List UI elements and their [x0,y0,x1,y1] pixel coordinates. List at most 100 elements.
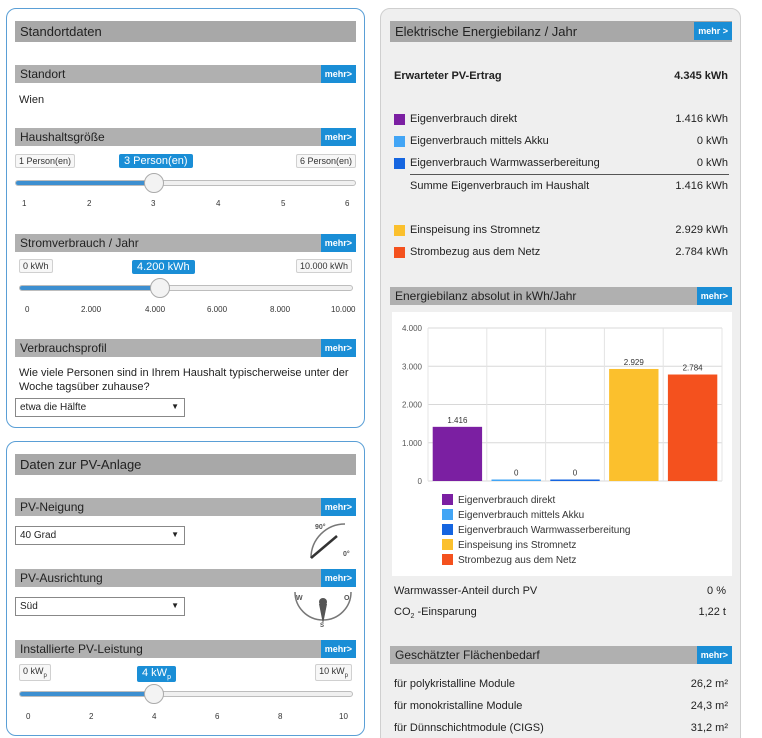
haushalt-tick: 6 [345,199,350,208]
neigung-mehr-button[interactable]: mehr> [320,498,356,516]
flaeche-mehr-button[interactable]: mehr> [696,646,732,664]
legend-label: Eigenverbrauch direkt [458,495,555,506]
leistung-min-label: 0 kWp [19,664,51,681]
bar [432,426,483,481]
compass-w-label: W [296,595,303,602]
eigen-direkt-value: 1.416 kWh [675,113,728,125]
strom-tick: 10.000 [331,305,356,314]
strom-tick: 2.000 [81,305,102,314]
leistung-tick: 10 [339,712,348,721]
haushalt-tick: 1 [22,199,27,208]
neigung-label: PV-Neigung [20,500,85,514]
co2-value: 1,22 t [698,606,726,618]
leistung-slider-track[interactable] [19,691,353,697]
flaeche-cigs-value: 31,2 m² [690,722,728,734]
compass-s-label: S [320,623,324,628]
legend-swatch [442,494,453,505]
ausrichtung-select-value: Süd [20,601,38,612]
energiebilanz-chart: 0 1.000 2.000 3.000 4.000 1.416 0 0 2.929 2.784 Ei… [392,312,732,576]
energiebilanz-chart-svg: 0 1.000 2.000 3.000 4.000 1.416 0 0 2.929 2.784 Ei… [402,324,723,566]
flaeche-mono-label: für monokristalline Module [394,700,523,712]
haushalt-mehr-button[interactable]: mehr> [320,128,356,146]
leistung-header: Installierte PV-Leistung mehr> [15,640,356,658]
leistung-tick: 6 [215,712,220,721]
flaeche-cigs-label: für Dünnschichtmodule (CIGS) [394,722,544,734]
compass-icon: W O S [294,591,352,628]
standort-mehr-button[interactable]: mehr> [320,65,356,83]
strom-slider-track[interactable] [19,285,353,291]
bilanz-title: Elektrische Energiebilanz / Jahr mehr > [390,21,732,42]
strom-tick: 6.000 [207,305,228,314]
y-tick-label: 1.000 [402,439,423,448]
profil-header: Verbrauchsprofil mehr> [15,339,356,357]
summe-divider [410,174,729,175]
leistung-tick: 2 [89,712,94,721]
standortdaten-title: Standortdaten [15,21,356,42]
haushalt-tick: 5 [281,199,286,208]
leistung-tick: 0 [26,712,31,721]
compass-o-label: O [344,595,350,602]
chart-mehr-button[interactable]: mehr> [696,287,732,305]
bar [491,479,541,481]
co2-label: CO2 -Einsparung [394,606,477,621]
strom-tick: 4.000 [145,305,166,314]
strom-header: Stromverbrauch / Jahr mehr> [15,234,356,252]
haushalt-tick: 4 [216,199,221,208]
eigen-akku-label: Eigenverbrauch mittels Akku [410,135,549,147]
neigung-select-value: 40 Grad [20,530,57,541]
neigung-select[interactable]: 40 Grad ▼ [15,526,185,545]
summe-value: 1.416 kWh [675,180,728,192]
strom-max-label: 10.000 kWh [295,259,352,273]
eigen-direkt-label: Eigenverbrauch direkt [410,113,518,125]
legend-label: Strombezug aus dem Netz [458,555,576,566]
warmwasser-anteil-value: 0 % [707,585,726,597]
eigen-warmwasser-label: Eigenverbrauch Warmwasserbereitung [410,157,600,169]
strom-slider-handle[interactable] [150,278,170,298]
warmwasser-anteil-label: Warmwasser-Anteil durch PV [394,585,538,597]
profil-select[interactable]: etwa die Hälfte ▼ [15,398,185,417]
leistung-mehr-button[interactable]: mehr> [320,640,356,658]
profil-mehr-button[interactable]: mehr> [320,339,356,357]
chart-header: Energiebilanz absolut in kWh/Jahr mehr> [390,287,732,305]
standortdaten-panel: Standortdaten Standort mehr> Wien Hausha… [6,8,365,428]
ertrag-label: Erwarteter PV-Ertrag [394,70,502,82]
leistung-label: Installierte PV-Leistung [20,642,143,656]
strom-min-label: 0 kWh [19,259,53,273]
legend-swatch-strombezug [394,247,405,258]
strom-current-value: 4.200 kWh [132,260,195,274]
haushalt-slider-handle[interactable] [144,173,164,193]
haushalt-slider-fill [16,181,152,185]
profil-question-line1: Wie viele Personen sind in Ihrem Haushal… [19,367,349,379]
leistung-current-value: 4 kWp [137,666,176,683]
legend-label: Einspeisung ins Stromnetz [458,540,576,551]
neigung-header: PV-Neigung mehr> [15,498,356,516]
ausrichtung-select[interactable]: Süd ▼ [15,597,185,616]
ausrichtung-mehr-button[interactable]: mehr> [320,569,356,587]
tilt-angle-icon: 90° 0° [310,523,350,559]
y-tick-label: 4.000 [402,324,423,333]
standort-header: Standort mehr> [15,65,356,83]
legend-swatch [442,554,453,565]
chevron-down-icon: ▼ [171,402,179,411]
leistung-slider-handle[interactable] [144,684,164,704]
strom-mehr-button[interactable]: mehr> [320,234,356,252]
haushalt-label: Haushaltsgröße [20,130,105,144]
haushalt-tick: 3 [151,199,156,208]
flaeche-header: Geschätzter Flächenbedarf mehr> [390,646,732,664]
legend-label: Eigenverbrauch Warmwasserbereitung [458,525,631,536]
profil-label: Verbrauchsprofil [20,341,107,355]
strombezug-value: 2.784 kWh [675,246,728,258]
flaeche-mono-value: 24,3 m² [690,700,728,712]
strombezug-label: Strombezug aus dem Netz [410,246,541,258]
haushalt-tick: 2 [87,199,92,208]
bar [550,479,600,481]
bilanz-mehr-button[interactable]: mehr > [694,22,732,40]
profil-question-line2: Woche tagsüber zuhause? [19,381,150,393]
leistung-tick: 4 [152,712,157,721]
leistung-tick: 8 [278,712,283,721]
y-tick-label: 0 [418,477,423,486]
bar-data-label: 0 [514,469,519,478]
profil-select-value: etwa die Hälfte [20,402,87,413]
haushalt-slider-track[interactable] [15,180,356,186]
leistung-slider-fill [20,692,153,696]
